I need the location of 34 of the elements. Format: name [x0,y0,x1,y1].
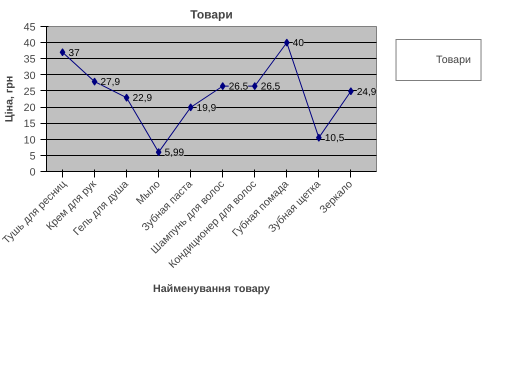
data-label: 27,9 [100,77,120,88]
y-tick-label: 0 [30,166,36,178]
y-axis-title: Ціна, грн [4,76,16,122]
text: Товари [436,54,471,66]
y-tick-label: 10 [24,134,36,146]
data-label: 37 [68,48,80,59]
point [252,82,258,90]
point [60,48,66,56]
data-label: 5,99 [164,148,185,159]
data-label: 10,5 [324,133,345,144]
data-label: 26,5 [228,82,249,93]
point [188,103,194,112]
y-tick-label: 5 [30,150,36,162]
data-label: 40 [292,38,304,50]
point [316,134,322,142]
x-axis-title: Найменування товару [153,283,270,296]
y-tick-label: 35 [24,54,36,66]
data-label: 24,9 [356,86,377,98]
chart-title: Товари [190,8,233,22]
point [284,38,290,47]
y-tick-label: 25 [24,86,36,98]
y-tick-label: 45 [24,22,36,34]
y-tick-label: 40 [24,38,36,50]
point [124,94,130,102]
point [348,87,354,96]
point [220,82,226,90]
data-label: 26,5 [260,82,281,93]
point [92,78,98,86]
y-tick-label: 15 [24,118,36,130]
point [156,148,162,156]
data-label: 22,9 [132,93,152,104]
data-label: 19,9 [196,102,217,114]
y-tick-label: 30 [24,70,36,82]
y-tick-label: 20 [24,102,36,114]
